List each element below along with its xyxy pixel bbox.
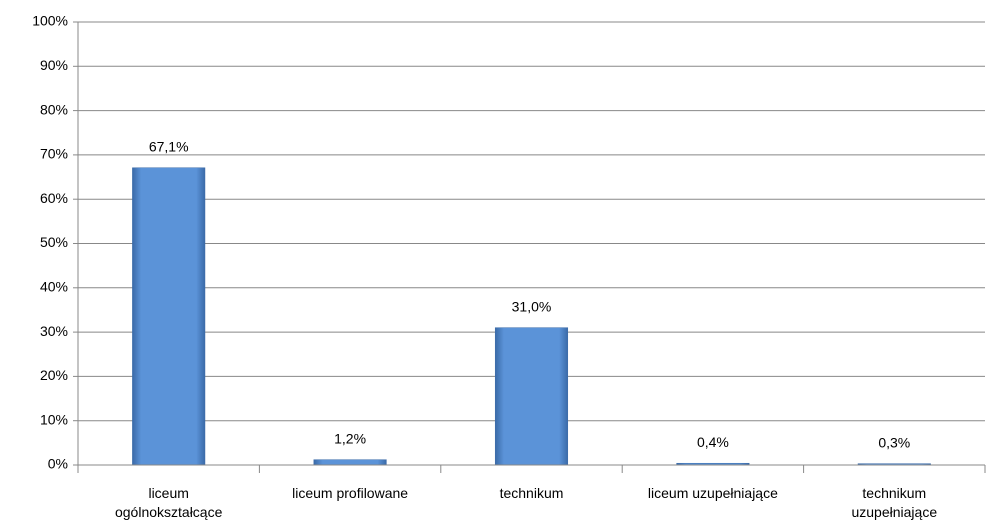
y-tick-label: 10%	[40, 411, 68, 427]
x-tick-label: liceum uzupełniające	[647, 485, 778, 501]
value-label: 67,1%	[149, 138, 189, 154]
y-tick-label: 50%	[40, 234, 68, 250]
value-label: 0,3%	[878, 434, 910, 450]
y-tick-label: 20%	[40, 367, 68, 383]
y-tick-label: 80%	[40, 101, 68, 117]
bar	[132, 167, 206, 466]
y-tick-label: 0%	[48, 456, 68, 472]
y-tick-label: 90%	[40, 57, 68, 73]
bar	[494, 327, 569, 466]
y-tick-label: 30%	[40, 323, 68, 339]
y-tick-label: 100%	[32, 13, 68, 29]
x-tick-label: technikum uzupełniające	[851, 485, 938, 520]
bar	[313, 459, 387, 466]
x-tick-label: liceum ogólnokształcące	[114, 485, 223, 520]
y-tick-label: 60%	[40, 190, 68, 206]
x-tick-label: technikum	[499, 485, 564, 501]
value-label: 31,0%	[512, 298, 552, 314]
value-label: 1,2%	[334, 430, 366, 446]
y-tick-label: 40%	[40, 279, 68, 295]
y-tick-label: 70%	[40, 146, 68, 162]
x-tick-label: liceum profilowane	[292, 485, 409, 501]
value-label: 0,4%	[697, 434, 729, 450]
